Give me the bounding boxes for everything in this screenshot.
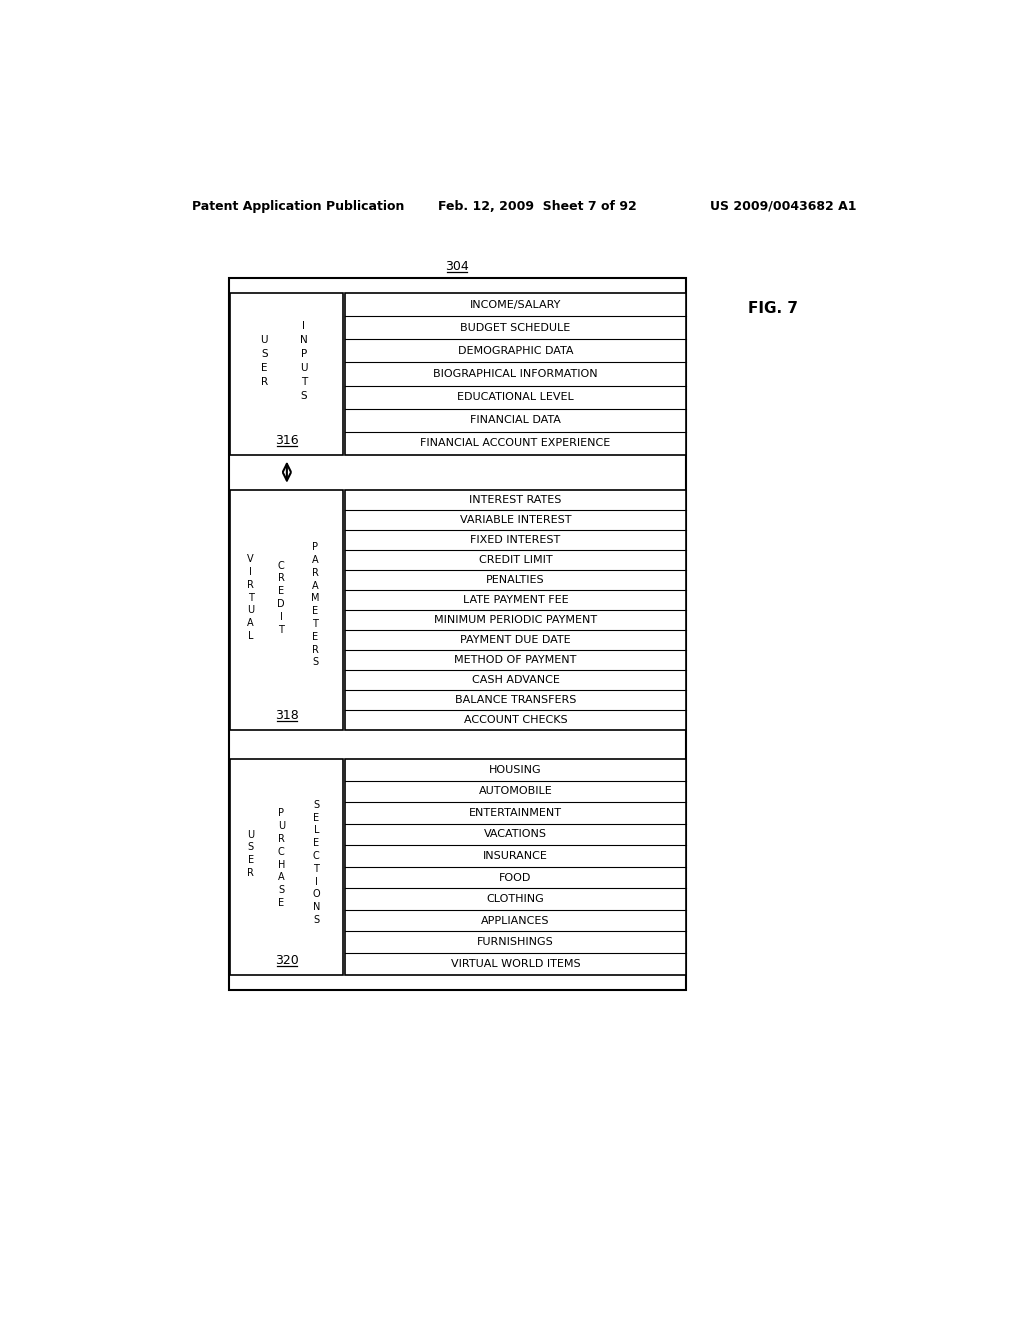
Text: FIXED INTEREST: FIXED INTEREST	[470, 535, 560, 545]
Text: INSURANCE: INSURANCE	[483, 851, 548, 861]
Text: INCOME/SALARY: INCOME/SALARY	[470, 300, 561, 310]
Bar	[230, 293, 343, 455]
Text: Feb. 12, 2009  Sheet 7 of 92: Feb. 12, 2009 Sheet 7 of 92	[438, 199, 637, 213]
Text: U
S
E
R: U S E R	[247, 830, 254, 878]
Text: ENTERTAINMENT: ENTERTAINMENT	[469, 808, 562, 818]
Text: EDUCATIONAL LEVEL: EDUCATIONAL LEVEL	[457, 392, 573, 403]
Text: DEMOGRAPHIC DATA: DEMOGRAPHIC DATA	[458, 346, 573, 356]
Text: V
I
R
T
U
A
L: V I R T U A L	[247, 554, 254, 642]
Text: HOUSING: HOUSING	[489, 764, 542, 775]
Text: I
N
P
U
T
S: I N P U T S	[300, 321, 308, 401]
Text: S
E
L
E
C
T
I
O
N
S: S E L E C T I O N S	[312, 800, 321, 925]
Text: FINANCIAL ACCOUNT EXPERIENCE: FINANCIAL ACCOUNT EXPERIENCE	[421, 438, 610, 449]
Text: FIG. 7: FIG. 7	[748, 301, 798, 315]
Text: CASH ADVANCE: CASH ADVANCE	[472, 675, 559, 685]
Bar	[230, 490, 343, 730]
Bar	[230, 759, 343, 974]
Text: U
S
E
R: U S E R	[260, 335, 268, 387]
Text: BIOGRAPHICAL INFORMATION: BIOGRAPHICAL INFORMATION	[433, 370, 598, 379]
Text: LATE PAYMENT FEE: LATE PAYMENT FEE	[463, 594, 568, 605]
Text: P
A
R
A
M
E
T
E
R
S: P A R A M E T E R S	[311, 543, 319, 668]
Text: BALANCE TRANSFERS: BALANCE TRANSFERS	[455, 694, 577, 705]
Text: CLOTHING: CLOTHING	[486, 894, 545, 904]
Text: 304: 304	[445, 260, 469, 273]
Text: INTEREST RATES: INTEREST RATES	[469, 495, 562, 504]
Bar	[345, 759, 686, 974]
Bar	[228, 277, 686, 990]
Bar	[345, 490, 686, 730]
Text: Patent Application Publication: Patent Application Publication	[191, 199, 403, 213]
Text: 318: 318	[275, 709, 299, 722]
Text: BUDGET SCHEDULE: BUDGET SCHEDULE	[461, 323, 570, 333]
Text: CREDIT LIMIT: CREDIT LIMIT	[478, 554, 552, 565]
Text: AUTOMOBILE: AUTOMOBILE	[478, 787, 552, 796]
Text: VIRTUAL WORLD ITEMS: VIRTUAL WORLD ITEMS	[451, 958, 581, 969]
Text: PAYMENT DUE DATE: PAYMENT DUE DATE	[460, 635, 570, 644]
Text: METHOD OF PAYMENT: METHOD OF PAYMENT	[455, 655, 577, 665]
Text: MINIMUM PERIODIC PAYMENT: MINIMUM PERIODIC PAYMENT	[434, 615, 597, 624]
Text: VARIABLE INTEREST: VARIABLE INTEREST	[460, 515, 571, 524]
Text: FURNISHINGS: FURNISHINGS	[477, 937, 554, 948]
Text: PENALTIES: PENALTIES	[486, 574, 545, 585]
Text: US 2009/0043682 A1: US 2009/0043682 A1	[710, 199, 856, 213]
Bar	[345, 293, 686, 455]
Text: FOOD: FOOD	[500, 873, 531, 883]
Text: P
U
R
C
H
A
S
E: P U R C H A S E	[278, 808, 285, 908]
Text: ACCOUNT CHECKS: ACCOUNT CHECKS	[464, 714, 567, 725]
Text: FINANCIAL DATA: FINANCIAL DATA	[470, 416, 561, 425]
Text: VACATIONS: VACATIONS	[484, 829, 547, 840]
Text: C
R
E
D
I
T: C R E D I T	[278, 561, 285, 635]
Text: 320: 320	[275, 954, 299, 968]
Text: 316: 316	[275, 434, 299, 447]
Text: APPLIANCES: APPLIANCES	[481, 916, 550, 925]
